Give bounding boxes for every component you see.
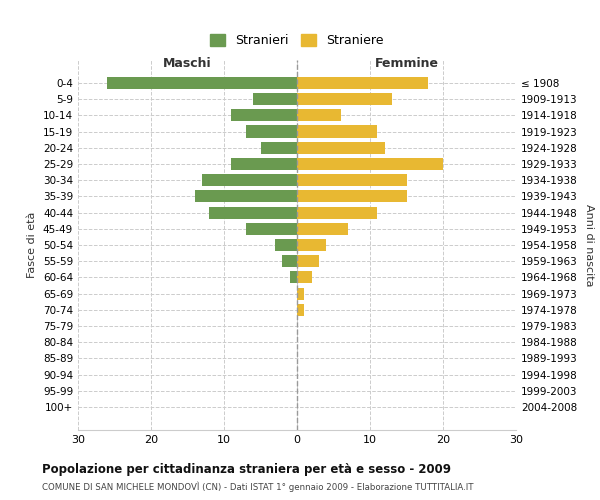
Bar: [297, 222, 348, 235]
Bar: [297, 93, 392, 105]
Bar: [283, 255, 297, 268]
Bar: [297, 77, 428, 89]
Y-axis label: Anni di nascita: Anni di nascita: [584, 204, 594, 286]
Bar: [232, 109, 297, 122]
Bar: [232, 158, 297, 170]
Legend: Stranieri, Straniere: Stranieri, Straniere: [205, 29, 389, 52]
Bar: [297, 109, 341, 122]
Text: Popolazione per cittadinanza straniera per età e sesso - 2009: Popolazione per cittadinanza straniera p…: [42, 462, 451, 475]
Bar: [246, 126, 297, 138]
Bar: [246, 222, 297, 235]
Bar: [290, 272, 297, 283]
Bar: [297, 174, 407, 186]
Bar: [297, 142, 385, 154]
Bar: [195, 190, 297, 202]
Bar: [297, 272, 311, 283]
Bar: [297, 255, 319, 268]
Bar: [209, 206, 297, 218]
Bar: [253, 93, 297, 105]
Y-axis label: Fasce di età: Fasce di età: [28, 212, 37, 278]
Bar: [260, 142, 297, 154]
Bar: [297, 239, 326, 251]
Text: COMUNE DI SAN MICHELE MONDOVÌ (CN) - Dati ISTAT 1° gennaio 2009 - Elaborazione T: COMUNE DI SAN MICHELE MONDOVÌ (CN) - Dat…: [42, 481, 473, 492]
Text: Femmine: Femmine: [374, 57, 439, 70]
Bar: [107, 77, 297, 89]
Bar: [297, 126, 377, 138]
Bar: [297, 158, 443, 170]
Bar: [297, 190, 407, 202]
Text: Maschi: Maschi: [163, 57, 212, 70]
Bar: [297, 304, 304, 316]
Bar: [275, 239, 297, 251]
Bar: [297, 288, 304, 300]
Bar: [297, 206, 377, 218]
Bar: [202, 174, 297, 186]
